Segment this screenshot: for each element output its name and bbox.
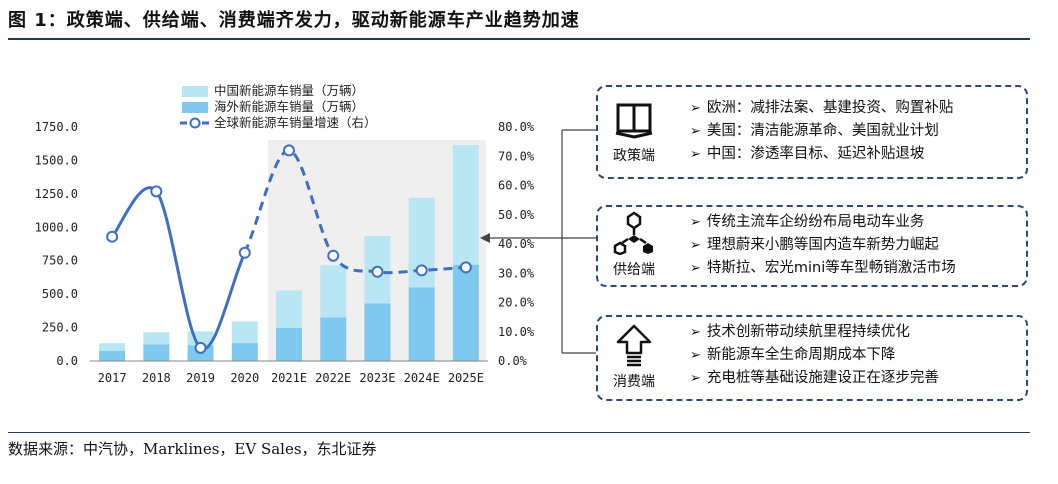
x-tick-label: 2020 [230, 371, 259, 385]
bar-china [452, 145, 479, 265]
bar-overseas [231, 342, 258, 361]
right-tick-label: 40.0% [498, 237, 535, 251]
box-label: 供给端 [613, 262, 655, 278]
bar-overseas [320, 317, 347, 361]
book-icon [615, 103, 653, 139]
right-tick-label: 50.0% [498, 208, 535, 222]
box-label: 政策端 [613, 148, 655, 164]
legend-swatch-overseas [182, 102, 208, 113]
right-tick-label: 80.0% [498, 120, 535, 134]
growth-point [150, 185, 163, 198]
list-item: 传统主流车企纷纷布局电动车业务 [690, 211, 956, 234]
left-tick-label: 1500.0 [35, 153, 78, 167]
bar-china [99, 343, 126, 351]
bar-china [143, 332, 170, 345]
growth-line-actual [110, 186, 247, 351]
x-tick-label: 2017 [98, 371, 127, 385]
x-axis: 2017 2018 2019 2020 2021E 2022E 2023E 2024E 2025… [98, 371, 484, 385]
right-tick-label: 0.0% [498, 354, 528, 368]
list-item: 新能源车全生命周期成本下降 [690, 344, 939, 367]
bar-overseas [452, 264, 479, 361]
legend: 中国新能源车销量（万辆）海外新能源车销量（万辆）全球新能源车销量增速（右） [180, 83, 377, 130]
left-tick-label: 0.0 [56, 354, 78, 368]
growth-line-layer [106, 144, 472, 354]
x-tick-label: 2022E [315, 371, 351, 385]
list-item: 技术创新带动续航里程持续优化 [690, 321, 939, 344]
legend-swatch-china [182, 86, 208, 97]
bar-china [320, 265, 347, 318]
list-item: 中国：渗透率目标、延迟补贴退坡 [690, 143, 953, 166]
list-item: 特斯拉、宏光mini等车型畅销激活市场 [690, 257, 956, 280]
growth-point [415, 264, 428, 277]
bottom-rule [8, 432, 1030, 433]
left-tick-label: 1250.0 [35, 187, 78, 201]
legend-label-china: 中国新能源车销量（万辆） [214, 83, 364, 98]
left-tick-label: 500.0 [42, 287, 78, 301]
x-tick-label: 2018 [142, 371, 171, 385]
list-item: 充电桩等基础设施建设正在逐步完善 [690, 367, 939, 390]
box-label: 消费端 [613, 374, 655, 390]
growth-point [459, 261, 472, 274]
bar-overseas [408, 287, 435, 361]
growth-point [106, 230, 119, 243]
bar-china [276, 290, 302, 328]
bar-overseas [276, 327, 302, 361]
growth-point [283, 144, 295, 157]
consumer-box: 消费端 技术创新带动续航里程持续优化 新能源车全生命周期成本下降 充电桩等基础设… [596, 315, 1028, 401]
policy-list: 欧洲：减排法案、基建投资、购置补贴 美国：清洁能源革命、美国就业计划 中国：渗透… [690, 97, 954, 166]
supply-list: 传统主流车企纷纷布局电动车业务 理想蔚来小鹏等国内造车新势力崛起 特斯拉、宏光m… [690, 211, 956, 280]
legend-marker-growth [189, 117, 201, 129]
growth-point [194, 341, 207, 354]
growth-point [371, 265, 384, 278]
top-rule [8, 38, 1030, 40]
consumer-list: 技术创新带动续航里程持续优化 新能源车全生命周期成本下降 充电桩等基础设施建设正… [690, 321, 939, 390]
right-tick-label: 60.0% [498, 179, 535, 193]
list-item: 美国：清洁能源革命、美国就业计划 [690, 120, 953, 143]
x-tick-label: 2019 [186, 371, 215, 385]
left-tick-label: 1000.0 [35, 220, 78, 234]
bar-china [231, 321, 258, 343]
right-tick-label: 10.0% [498, 325, 535, 339]
x-tick-label: 2021E [271, 371, 307, 385]
policy-box: 政策端 欧洲：减排法案、基建投资、购置补贴 美国：清洁能源革命、美国就业计划 中… [596, 85, 1028, 179]
list-item: 理想蔚来小鹏等国内造车新势力崛起 [690, 234, 956, 257]
left-tick-label: 750.0 [42, 254, 78, 268]
left-tick-label: 250.0 [42, 321, 78, 335]
legend-label-growth: 全球新能源车销量增速（右） [214, 115, 377, 130]
source-note: 数据来源：中汽协，Marklines，EV Sales，东北证券 [8, 440, 377, 458]
left-axis: 1750.0 1500.0 1250.0 1000.0 750.0 500.0 250.0 0… [35, 120, 78, 368]
growth-point [327, 249, 340, 262]
molecule-icon [613, 211, 653, 255]
x-tick-label: 2023E [359, 371, 395, 385]
bar-overseas [364, 303, 391, 361]
left-tick-label: 1750.0 [35, 120, 78, 134]
x-tick-label: 2024E [404, 371, 440, 385]
bar-overseas [99, 350, 126, 361]
figure-title: 图 1：政策端、供给端、消费端齐发力，驱动新能源车产业趋势加速 [8, 10, 580, 31]
right-axis: 80.0% 70.0% 60.0% 50.0% 40.0% 30.0% 20.0% 10.0%… [498, 120, 535, 368]
x-tick-label: 2025E [448, 371, 484, 385]
supply-box: 供给端 传统主流车企纷纷布局电动车业务 理想蔚来小鹏等国内造车新势力崛起 特斯拉… [596, 205, 1028, 287]
arrow-up-icon [616, 324, 652, 367]
legend-label-overseas: 海外新能源车销量（万辆） [214, 99, 364, 114]
growth-point [238, 246, 251, 259]
right-tick-label: 30.0% [498, 266, 535, 280]
right-tick-label: 70.0% [498, 149, 535, 163]
sales-chart: 1750.0 1500.0 1250.0 1000.0 750.0 500.0 250.0 0… [35, 83, 535, 385]
right-tick-label: 20.0% [498, 296, 535, 310]
bar-overseas [143, 344, 170, 361]
list-item: 欧洲：减排法案、基建投资、购置补贴 [690, 97, 954, 120]
